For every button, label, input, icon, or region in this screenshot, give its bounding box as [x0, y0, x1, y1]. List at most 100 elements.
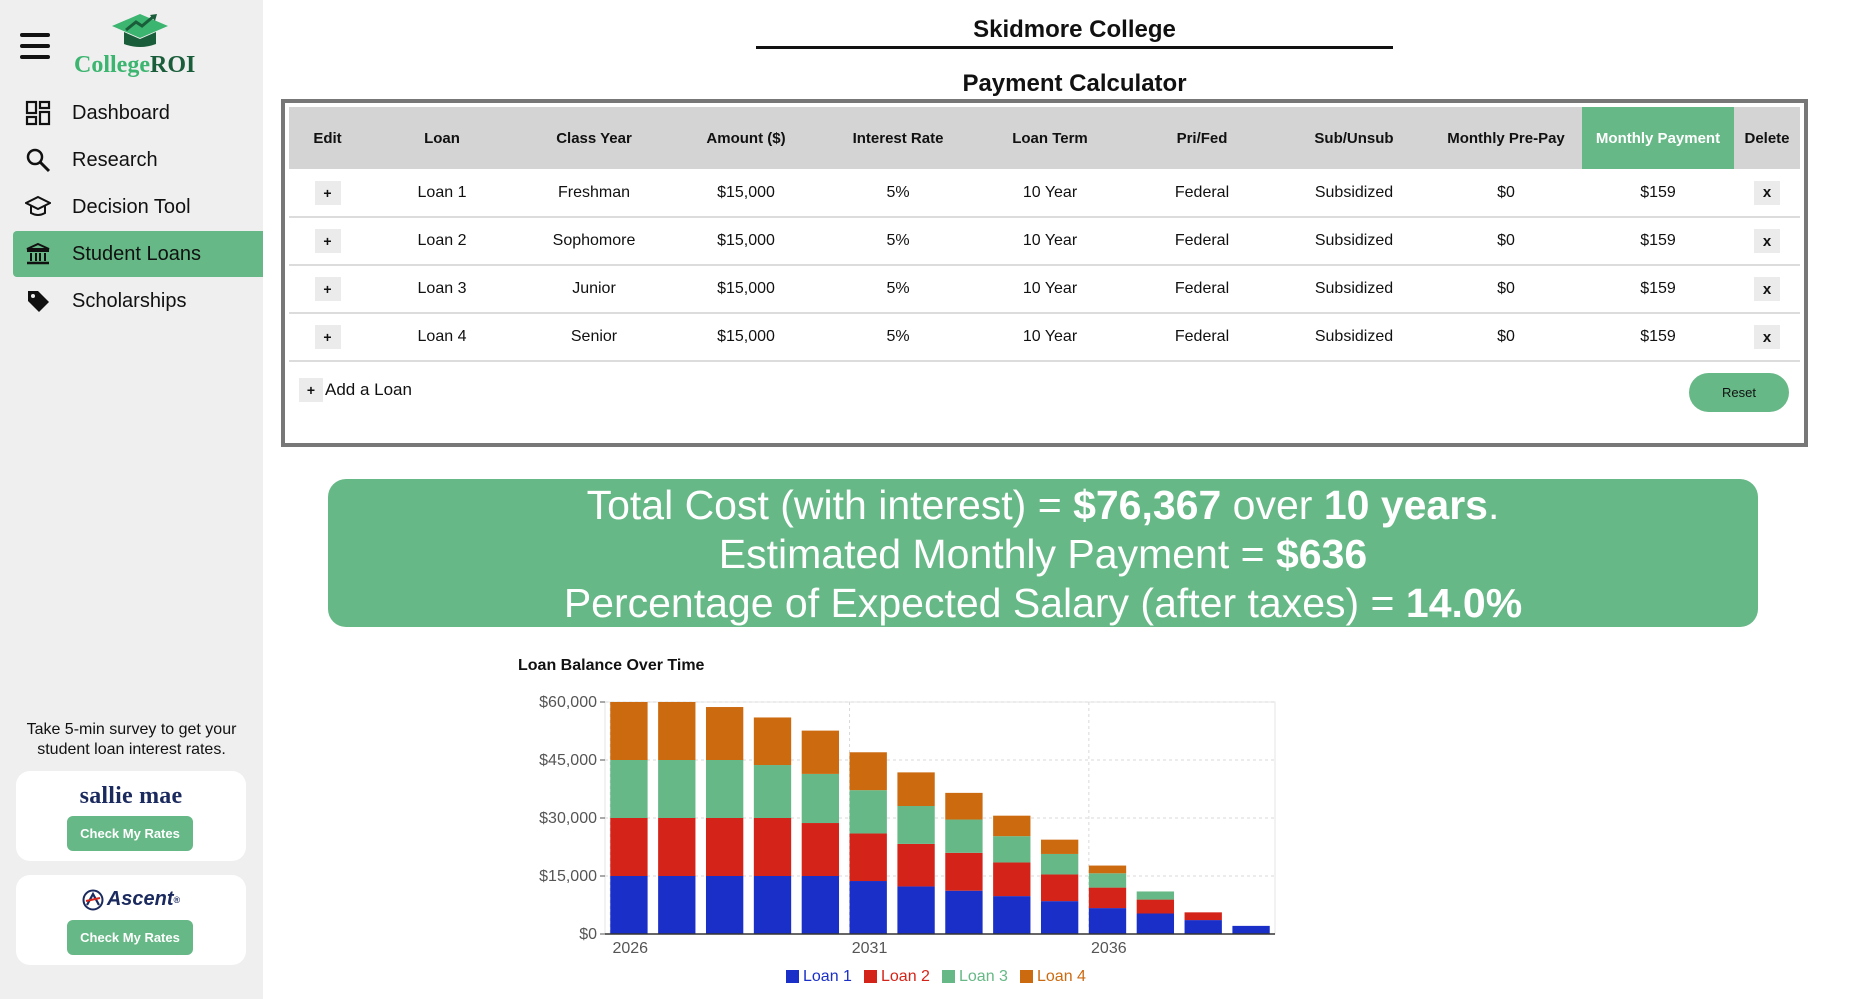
add-loan-button[interactable]: + Add a Loan — [299, 378, 412, 402]
amount-cell: $15,000 — [670, 265, 822, 314]
column-header: Monthly Pre-Pay — [1430, 107, 1582, 169]
sub-unsub-cell: Subsidized — [1278, 265, 1430, 314]
title-divider — [756, 46, 1393, 49]
bar-segment-loan-1 — [1040, 901, 1079, 934]
ascent-emblem-icon — [82, 889, 104, 910]
legend-label: Loan 2 — [881, 968, 930, 985]
app-logo[interactable]: CollegeROI — [72, 12, 212, 82]
monthly-payment-cell: $159 — [1582, 217, 1734, 266]
bar-segment-loan-2 — [658, 818, 696, 876]
bar-segment-loan-1 — [1136, 913, 1175, 934]
sidebar-item-scholarships[interactable]: Scholarships — [13, 278, 263, 324]
loan-years-value: 10 years — [1323, 482, 1488, 528]
column-header: Pri/Fed — [1126, 107, 1278, 169]
bar-segment-loan-2 — [705, 818, 744, 876]
column-header: Sub/Unsub — [1278, 107, 1430, 169]
sallie-mae-check-rates-button[interactable]: Check My Rates — [67, 816, 193, 851]
sidebar-item-label: Research — [72, 148, 158, 171]
sidebar: CollegeROI Dashboard Research Decision T… — [0, 0, 263, 999]
sub-unsub-cell: Subsidized — [1278, 313, 1430, 362]
loan-term-cell: 10 Year — [974, 265, 1126, 314]
legend-swatch — [864, 970, 877, 983]
legend-label: Loan 4 — [1037, 968, 1086, 985]
interest-rate-cell: 5% — [822, 217, 974, 266]
y-tick-label: $0 — [579, 926, 597, 943]
bar-segment-loan-1 — [849, 881, 887, 934]
edit-loan-button[interactable]: + — [314, 325, 341, 349]
bar-segment-loan-3 — [610, 760, 648, 818]
bar-segment-loan-2 — [993, 862, 1031, 897]
y-tick-label: $60,000 — [539, 694, 597, 711]
bar-segment-loan-1 — [1232, 925, 1270, 934]
bar-segment-loan-2 — [1184, 912, 1222, 921]
total-cost-line: Total Cost (with interest) = $76,367 ove… — [586, 482, 1500, 528]
loan-term-cell: 10 Year — [974, 313, 1126, 362]
survey-text: Take 5-min survey to get your student lo… — [26, 721, 237, 758]
bar-segment-loan-3 — [753, 765, 792, 818]
bar-segment-loan-4 — [705, 707, 744, 760]
x-tick-label: 2031 — [852, 940, 888, 957]
x-tick-label: 2036 — [1091, 940, 1127, 957]
bar-segment-loan-2 — [753, 818, 792, 876]
table-row: + Loan 3 Junior $15,000 5% 10 Year Feder… — [289, 265, 1800, 314]
bar-segment-loan-3 — [945, 819, 983, 853]
sidebar-item-label: Dashboard — [72, 101, 170, 124]
bar-segment-loan-2 — [849, 833, 887, 882]
edit-loan-button[interactable]: + — [314, 229, 341, 253]
sidebar-item-label: Decision Tool — [72, 195, 191, 218]
salary-percentage-value: 14.0% — [1405, 580, 1523, 626]
delete-loan-button[interactable]: x — [1754, 229, 1780, 253]
interest-rate-cell: 5% — [822, 265, 974, 314]
pri-fed-cell: Federal — [1126, 313, 1278, 362]
loan-cell: Loan 1 — [366, 169, 518, 218]
delete-loan-button[interactable]: x — [1754, 277, 1780, 301]
y-tick-label: $30,000 — [539, 810, 597, 827]
column-header-highlight: Monthly Payment — [1582, 107, 1734, 169]
bar-segment-loan-4 — [945, 792, 983, 820]
y-tick-label: $15,000 — [539, 868, 597, 885]
legend-label: Loan 1 — [803, 968, 852, 985]
bar-segment-loan-4 — [658, 702, 696, 760]
legend-swatch — [942, 970, 955, 983]
bar-segment-loan-4 — [753, 717, 792, 766]
monthly-payment-cell: $159 — [1582, 169, 1734, 218]
delete-loan-button[interactable]: x — [1754, 325, 1780, 349]
table-row: + Loan 4 Senior $15,000 5% 10 Year Feder… — [289, 313, 1800, 362]
edit-loan-button[interactable]: + — [314, 180, 341, 205]
sidebar-item-student-loans[interactable]: Student Loans — [13, 231, 263, 277]
x-tick-label: 2026 — [612, 940, 648, 957]
bar-segment-loan-3 — [1136, 891, 1175, 900]
sidebar-item-research[interactable]: Research — [13, 137, 263, 183]
pri-fed-cell: Federal — [1126, 169, 1278, 218]
ascent-check-rates-button[interactable]: Check My Rates — [67, 920, 193, 955]
legend-swatch — [1020, 970, 1033, 983]
sidebar-item-dashboard[interactable]: Dashboard — [13, 90, 263, 136]
bar-segment-loan-4 — [897, 772, 935, 807]
column-header: Interest Rate — [822, 107, 974, 169]
interest-rate-cell: 5% — [822, 169, 974, 218]
bar-segment-loan-3 — [1088, 873, 1127, 888]
monthly-prepay-cell: $0 — [1430, 313, 1582, 362]
bar-segment-loan-2 — [801, 823, 840, 876]
bar-segment-loan-1 — [801, 876, 840, 934]
amount-cell: $15,000 — [670, 217, 822, 266]
bar-segment-loan-1 — [945, 890, 983, 934]
sidebar-item-label: Scholarships — [72, 289, 187, 312]
monthly-prepay-cell: $0 — [1430, 265, 1582, 314]
bar-segment-loan-2 — [1088, 887, 1127, 909]
menu-icon[interactable] — [20, 33, 50, 59]
ascent-logo: Ascent ® — [16, 888, 246, 911]
edit-loan-button[interactable]: + — [314, 277, 341, 301]
amount-cell: $15,000 — [670, 313, 822, 362]
delete-loan-button[interactable]: x — [1754, 180, 1780, 205]
bar-segment-loan-1 — [610, 876, 648, 934]
sidebar-item-label: Student Loans — [72, 242, 201, 265]
column-header: Delete — [1734, 107, 1800, 169]
legend-label: Loan 3 — [959, 968, 1008, 985]
amount-cell: $15,000 — [670, 169, 822, 218]
monthly-prepay-cell: $0 — [1430, 217, 1582, 266]
bar-segment-loan-3 — [993, 836, 1031, 863]
sidebar-item-decision-tool[interactable]: Decision Tool — [13, 184, 263, 230]
bar-segment-loan-4 — [993, 815, 1031, 837]
reset-button[interactable]: Reset — [1689, 373, 1789, 412]
